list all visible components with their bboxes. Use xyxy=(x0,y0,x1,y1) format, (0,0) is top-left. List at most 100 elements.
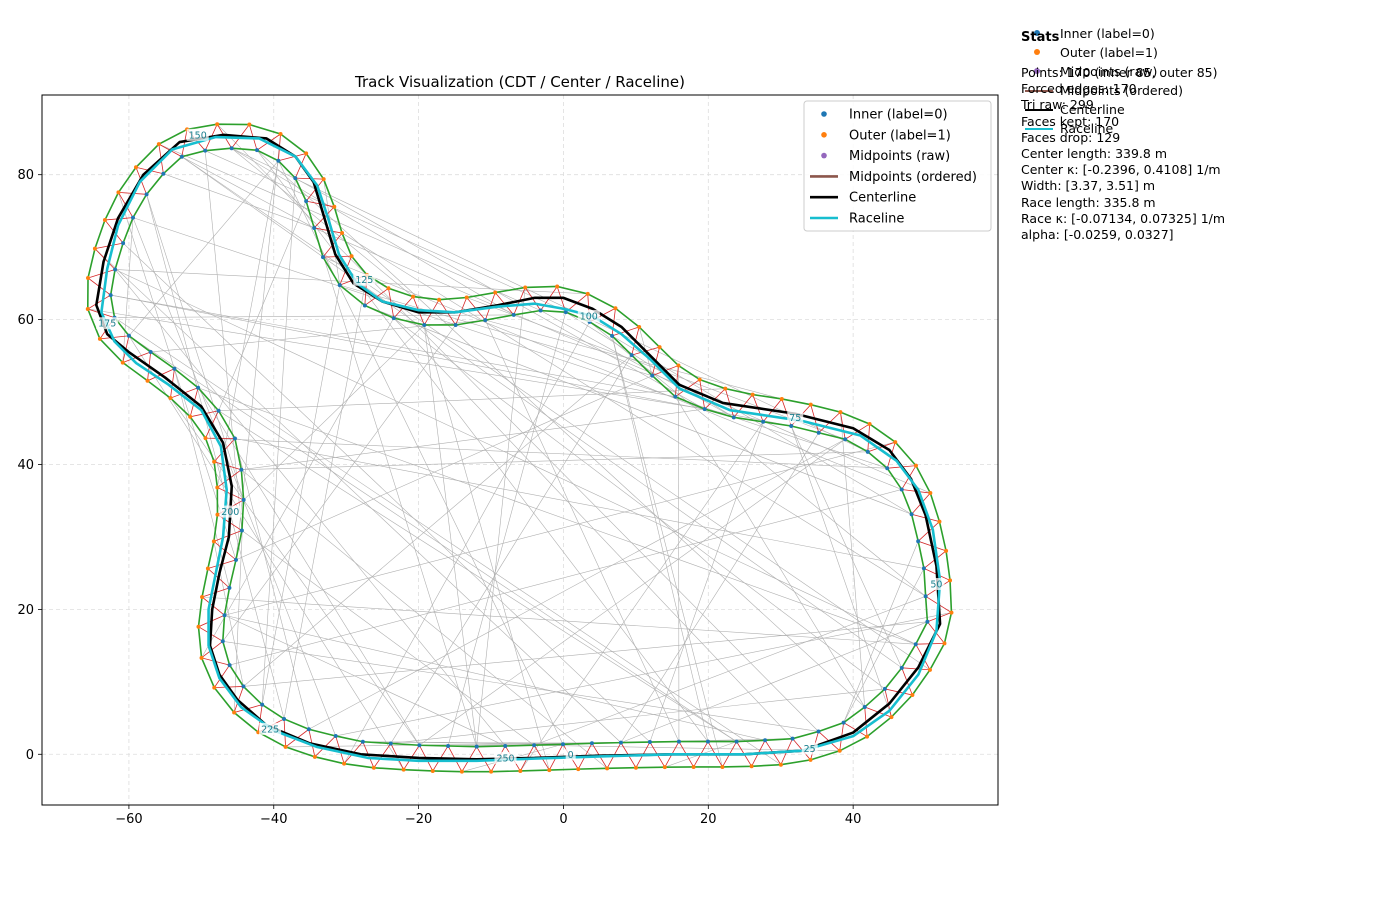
outer-point xyxy=(585,291,590,296)
inner-point xyxy=(790,736,795,741)
inner-point xyxy=(227,585,232,590)
index-label-bg xyxy=(494,751,517,764)
triangulation-edge xyxy=(534,744,840,752)
index-label-bg xyxy=(259,722,282,735)
inner-point xyxy=(306,727,311,732)
triangulation-edge xyxy=(235,375,653,561)
index-label: 25 xyxy=(804,744,816,755)
inner-point xyxy=(618,740,623,745)
inner-point xyxy=(241,684,246,689)
side-legend-item: Inner (label=0) xyxy=(1021,24,1183,43)
triangulation-edge xyxy=(122,242,651,743)
stats-line: alpha: [-0.0259, 0.0327] xyxy=(1021,226,1174,242)
inner-point xyxy=(239,467,244,472)
outer-point xyxy=(232,710,237,715)
triangulation-edge xyxy=(283,274,368,719)
triangulation-edge xyxy=(231,147,868,453)
grid-lines xyxy=(42,95,998,805)
side-legend-swatch xyxy=(1025,109,1053,111)
outer-point xyxy=(889,715,894,720)
stats-line: Faces kept: 170 xyxy=(1021,113,1120,129)
triangulation-edge xyxy=(390,354,632,744)
side-legend-label: Midpoints (ordered) xyxy=(1060,83,1183,98)
side-legend-item: Midpoints (ordered) xyxy=(1021,81,1183,100)
inner-point xyxy=(560,742,565,747)
outer-point xyxy=(720,764,725,769)
triangulation-edge xyxy=(364,305,912,515)
outer-point xyxy=(937,519,942,524)
triangulation-edge xyxy=(423,324,477,747)
inner-point xyxy=(130,215,135,220)
outer-point xyxy=(116,190,121,195)
inner-point xyxy=(293,176,298,181)
outer-point xyxy=(340,231,345,236)
triangulation-edge xyxy=(678,365,680,742)
inner-point xyxy=(925,619,930,624)
axes-frame xyxy=(41,94,999,806)
x-tick-label: −20 xyxy=(405,812,432,827)
triangulation-edge xyxy=(466,297,846,440)
triangulation-edge xyxy=(181,156,902,669)
inner-point xyxy=(179,154,184,159)
inner-point xyxy=(360,739,365,744)
index-label: 50 xyxy=(930,580,942,591)
inner-point xyxy=(629,353,634,358)
inner-point xyxy=(241,497,246,502)
triangulation-edge xyxy=(132,217,336,737)
inner-point xyxy=(650,373,655,378)
triangulation-edge xyxy=(243,324,425,501)
outer-point xyxy=(749,764,754,769)
index-label-bg xyxy=(186,128,209,141)
side-legend-label: Inner (label=0) xyxy=(1060,26,1155,41)
y-tick-label: 40 xyxy=(17,458,34,473)
outer-point xyxy=(85,306,90,311)
inner-point xyxy=(923,594,928,599)
outer-point xyxy=(156,142,161,147)
inner-point xyxy=(276,158,281,163)
outer-point xyxy=(893,440,898,445)
triangulation-edge xyxy=(128,335,737,742)
index-label: 175 xyxy=(98,319,116,330)
chart-title: Track Visualization (CDT / Center / Race… xyxy=(354,73,685,91)
outer-point xyxy=(865,734,870,739)
outer-point xyxy=(332,204,337,209)
legend-label: Raceline xyxy=(849,212,904,227)
outer-point xyxy=(928,491,933,496)
inner-point xyxy=(483,318,488,323)
inner-point xyxy=(705,739,710,744)
legend-marker xyxy=(821,152,827,159)
inner-boundary xyxy=(109,147,929,748)
outer-point xyxy=(278,131,283,136)
y-tick-label: 0 xyxy=(26,748,34,763)
inner-point xyxy=(337,283,342,288)
side-legend-swatch xyxy=(1025,128,1053,130)
side-legend-item: Raceline xyxy=(1021,119,1183,138)
x-tick-label: −40 xyxy=(260,812,287,827)
inner-point xyxy=(304,199,309,204)
outer-point xyxy=(779,396,784,401)
outer-point xyxy=(437,297,442,302)
outer-point xyxy=(913,463,918,468)
triangulation-edges xyxy=(87,123,952,772)
outer-point xyxy=(633,765,638,770)
outer-point xyxy=(342,761,347,766)
outer-point xyxy=(349,254,354,259)
centerline xyxy=(95,133,942,761)
inner-point xyxy=(763,738,768,743)
outer-point xyxy=(837,748,842,753)
outer-point xyxy=(944,548,949,553)
index-label-bg xyxy=(565,748,576,761)
stats-line: Race κ: [-0.07134, 0.07325] 1/m xyxy=(1021,210,1226,226)
triangulation-edge xyxy=(393,317,886,690)
triangulation-edge xyxy=(202,596,916,645)
inner-point xyxy=(233,557,238,562)
outer-point xyxy=(211,539,216,544)
boundary-points xyxy=(85,122,954,774)
inner-point xyxy=(899,487,904,492)
inner-point xyxy=(203,148,208,153)
outer-point xyxy=(215,122,220,127)
inner-point xyxy=(511,312,516,317)
outer-point xyxy=(247,122,252,127)
inner-point xyxy=(232,436,237,441)
index-label-bg xyxy=(219,505,242,518)
